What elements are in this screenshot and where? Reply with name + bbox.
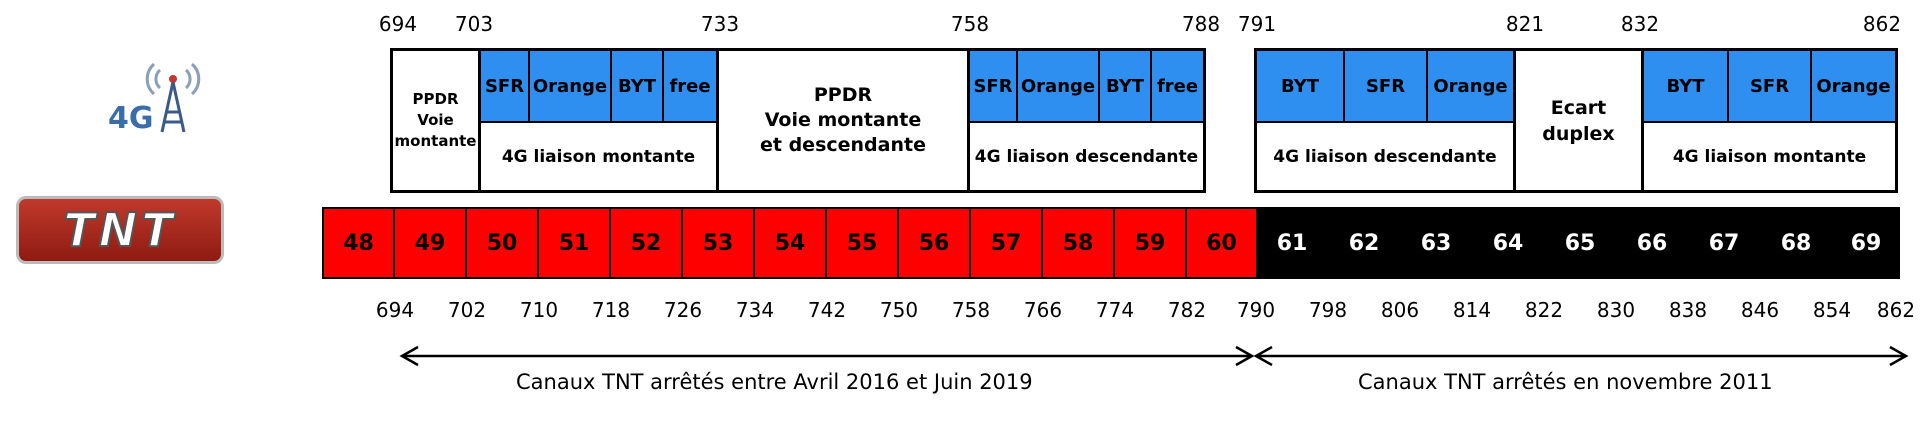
operator-byt: BYT — [1100, 51, 1152, 123]
bottom-frequency: 710 — [519, 298, 559, 322]
tnt-channel: 50 — [465, 207, 539, 279]
bottom-frequency: 830 — [1596, 298, 1636, 322]
duplex-gap-label: Ecart duplex — [1542, 97, 1615, 145]
4g-downlink-label: 4G liaison descendante — [974, 146, 1199, 167]
tnt-channel: 69 — [1832, 207, 1900, 279]
tnt-channel: 55 — [825, 207, 899, 279]
4g-uplink-segment: SFR Orange BYT free 4G liaison montante — [478, 48, 719, 193]
caption-right: Canaux TNT arrêtés en novembre 2011 — [1358, 370, 1773, 394]
top-frequency: 788 — [1181, 12, 1221, 36]
duplex-gap-segment: Ecart duplex — [1513, 48, 1644, 193]
operator-free: free — [1152, 51, 1203, 123]
top-frequency: 821 — [1505, 12, 1545, 36]
tnt-logo-text: TNT — [62, 202, 177, 258]
bottom-frequency: 702 — [447, 298, 487, 322]
bottom-frequency: 806 — [1380, 298, 1420, 322]
bottom-frequency: 758 — [951, 298, 991, 322]
tnt-channel: 57 — [969, 207, 1043, 279]
tnt-channel: 64 — [1472, 207, 1544, 279]
ppdr-duplex-label: PPDR Voie montante et descendante — [760, 84, 926, 156]
tnt-channel: 52 — [609, 207, 683, 279]
top-frequency: 791 — [1237, 12, 1277, 36]
bottom-frequency: 822 — [1524, 298, 1564, 322]
top-frequency: 758 — [950, 12, 990, 36]
tnt-channel: 56 — [897, 207, 971, 279]
range-arrows — [399, 345, 1909, 367]
operator-sfr: SFR — [970, 51, 1018, 123]
4g-downlink-label: 4G liaison descendante — [1273, 146, 1497, 167]
operator-sfr: SFR — [1345, 51, 1428, 123]
tnt-channel: 61 — [1256, 207, 1328, 279]
bottom-frequency: 790 — [1236, 298, 1276, 322]
bottom-frequency: 718 — [591, 298, 631, 322]
operator-sfr: SFR — [1729, 51, 1812, 123]
operator-orange: Orange — [1428, 51, 1513, 123]
bottom-frequency: 862 — [1876, 298, 1916, 322]
caption-left: Canaux TNT arrêtés entre Avril 2016 et J… — [516, 370, 1033, 394]
4g-uplink-label: 4G liaison montante — [1672, 146, 1867, 167]
top-frequency: 862 — [1862, 12, 1902, 36]
ppdr-duplex-segment: PPDR Voie montante et descendante — [716, 48, 970, 193]
tnt-channel: 68 — [1760, 207, 1832, 279]
top-frequency: 694 — [378, 12, 418, 36]
operator-byt: BYT — [612, 51, 664, 123]
operator-byt: BYT — [1644, 51, 1729, 123]
tnt-channel: 62 — [1328, 207, 1400, 279]
bottom-frequency: 750 — [879, 298, 919, 322]
bottom-frequency: 854 — [1812, 298, 1852, 322]
tnt-channel: 51 — [537, 207, 611, 279]
operator-orange: Orange — [1812, 51, 1895, 123]
bottom-frequency: 742 — [807, 298, 847, 322]
tnt-channel: 58 — [1041, 207, 1115, 279]
bottom-frequency: 782 — [1167, 298, 1207, 322]
ppdr-uplink-segment: PPDR Voie montante — [390, 48, 481, 193]
bottom-frequency: 798 — [1308, 298, 1348, 322]
arrow-right-range — [1253, 345, 1909, 367]
bottom-frequency: 726 — [663, 298, 703, 322]
bottom-frequency: 694 — [375, 298, 415, 322]
4g-downlink-segment: SFR Orange BYT free 4G liaison descendan… — [967, 48, 1206, 193]
tnt-channel: 60 — [1185, 207, 1258, 279]
bottom-frequency: 846 — [1740, 298, 1780, 322]
tnt-channel: 49 — [393, 207, 467, 279]
tnt-channel: 48 — [322, 207, 395, 279]
antenna-icon: 4G — [108, 62, 201, 136]
arrow-left-range — [399, 345, 1255, 367]
bottom-frequency: 734 — [735, 298, 775, 322]
tnt-channel: 53 — [681, 207, 755, 279]
bottom-frequency: 774 — [1095, 298, 1135, 322]
top-frequency: 832 — [1620, 12, 1660, 36]
ppdr-uplink-label: PPDR Voie montante — [394, 90, 477, 150]
operator-orange: Orange — [530, 51, 612, 123]
operator-free: free — [664, 51, 716, 123]
top-frequency: 703 — [454, 12, 494, 36]
bottom-frequency: 814 — [1452, 298, 1492, 322]
bottom-frequency: 766 — [1023, 298, 1063, 322]
4g-uplink-segment: BYT SFR Orange 4G liaison montante — [1641, 48, 1898, 193]
tnt-channel: 54 — [753, 207, 827, 279]
4g-downlink-segment: BYT SFR Orange 4G liaison descendante — [1254, 48, 1516, 193]
top-frequency: 733 — [700, 12, 740, 36]
tnt-channel: 63 — [1400, 207, 1472, 279]
tnt-channel: 67 — [1688, 207, 1760, 279]
operator-orange: Orange — [1018, 51, 1100, 123]
bottom-frequency: 838 — [1668, 298, 1708, 322]
operator-sfr: SFR — [481, 51, 530, 123]
4g-logo-text: 4G — [108, 101, 154, 134]
tnt-logo: TNT — [16, 196, 224, 264]
4g-logo: 4G — [100, 52, 210, 136]
4g-uplink-label: 4G liaison montante — [501, 146, 696, 167]
operator-byt: BYT — [1257, 51, 1345, 123]
tnt-channel: 59 — [1113, 207, 1187, 279]
tnt-channel: 66 — [1616, 207, 1688, 279]
tnt-channel: 65 — [1544, 207, 1616, 279]
